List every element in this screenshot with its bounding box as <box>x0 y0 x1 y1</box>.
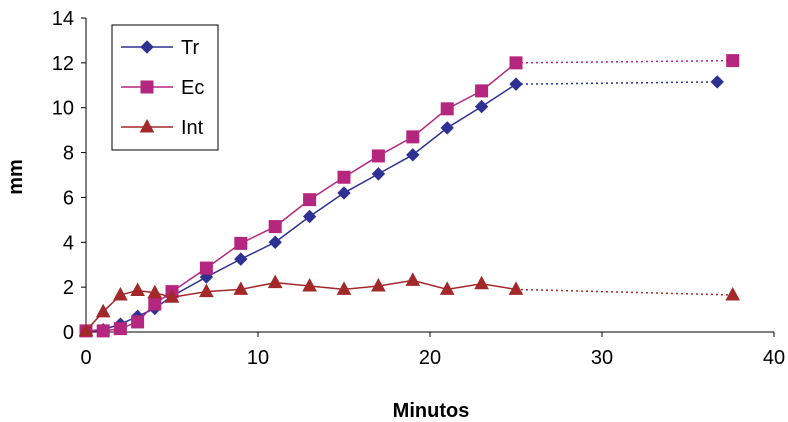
series-dotted-line-tr <box>515 81 718 85</box>
series-line-int <box>85 279 517 332</box>
data-point-int <box>130 282 145 297</box>
data-point-ec <box>113 322 127 336</box>
data-point-ec <box>303 193 317 207</box>
data-point-ec <box>475 84 489 98</box>
data-point-int <box>439 281 455 295</box>
data-point-tr <box>302 209 317 224</box>
legend-items: Tr Ec Int <box>121 37 204 139</box>
data-point-int <box>474 275 489 290</box>
series-dotted-line-ec <box>515 59 733 64</box>
data-point-ec <box>440 102 454 116</box>
data-point-tr <box>406 148 420 162</box>
y-axis-title: mm <box>5 159 27 195</box>
data-point-int <box>371 277 386 292</box>
y-tick-label: 8 <box>63 143 74 165</box>
series-int <box>78 272 741 337</box>
data-point-int <box>302 277 317 292</box>
legend-marker-int <box>139 118 155 133</box>
data-point-ec <box>268 220 282 234</box>
data-point-int <box>164 289 180 303</box>
data-point-int <box>725 286 741 301</box>
data-point-tr <box>337 186 351 200</box>
data-point-int <box>336 281 352 295</box>
data-point-tr <box>371 167 386 181</box>
data-point-int <box>267 274 283 289</box>
series-layer <box>78 54 741 338</box>
legend-marker-tr <box>140 40 154 54</box>
y-tick-label: 12 <box>52 53 74 75</box>
legend-label-int: Int <box>181 117 204 139</box>
legend-label-tr: Tr <box>181 37 199 59</box>
data-point-ec <box>509 56 523 70</box>
data-point-int <box>508 281 524 295</box>
y-tick-label: 10 <box>52 98 74 120</box>
y-tick-label: 2 <box>63 277 74 299</box>
y-tick-label: 4 <box>63 232 74 254</box>
data-point-ec <box>406 130 420 144</box>
data-point-tr <box>509 77 523 91</box>
data-point-ec <box>96 324 110 338</box>
data-point-ec <box>148 297 162 311</box>
data-point-int <box>147 284 163 299</box>
legend-label-ec: Ec <box>181 77 204 99</box>
series-line-ec <box>86 62 517 332</box>
data-point-tr <box>268 235 282 249</box>
axes: 0 2 4 6 8 10 12 14 0 10 20 30 40 <box>52 8 785 369</box>
data-point-int <box>405 272 421 286</box>
data-point-tr <box>234 252 248 266</box>
data-point-tr <box>474 99 489 114</box>
x-tick-label: 0 <box>80 347 91 369</box>
legend-marker-ec <box>140 80 154 94</box>
series-line-tr <box>85 83 517 332</box>
series-dotted-line-int <box>515 288 733 296</box>
y-tick-label: 14 <box>52 8 74 30</box>
x-tick-label: 30 <box>591 347 613 369</box>
data-point-int <box>199 283 214 298</box>
x-tick-label: 40 <box>763 347 785 369</box>
data-point-tr <box>440 121 454 135</box>
x-tick-label: 10 <box>247 347 269 369</box>
series-ec <box>79 54 740 338</box>
data-point-ec <box>371 149 385 163</box>
data-point-ec <box>726 54 740 68</box>
y-tick-label: 0 <box>63 322 74 344</box>
data-point-ec <box>337 170 351 184</box>
data-point-int <box>113 286 128 301</box>
data-point-tr <box>710 75 724 89</box>
y-tick-label: 6 <box>63 187 74 209</box>
x-axis-title: Minutos <box>393 400 470 422</box>
data-point-ec <box>131 315 145 329</box>
data-point-int <box>78 322 94 337</box>
legend: Tr Ec Int <box>111 24 219 151</box>
data-point-ec <box>199 261 213 275</box>
x-tick-label: 20 <box>419 347 441 369</box>
data-point-int <box>233 281 249 295</box>
data-point-ec <box>234 236 248 250</box>
data-point-int <box>95 303 111 318</box>
